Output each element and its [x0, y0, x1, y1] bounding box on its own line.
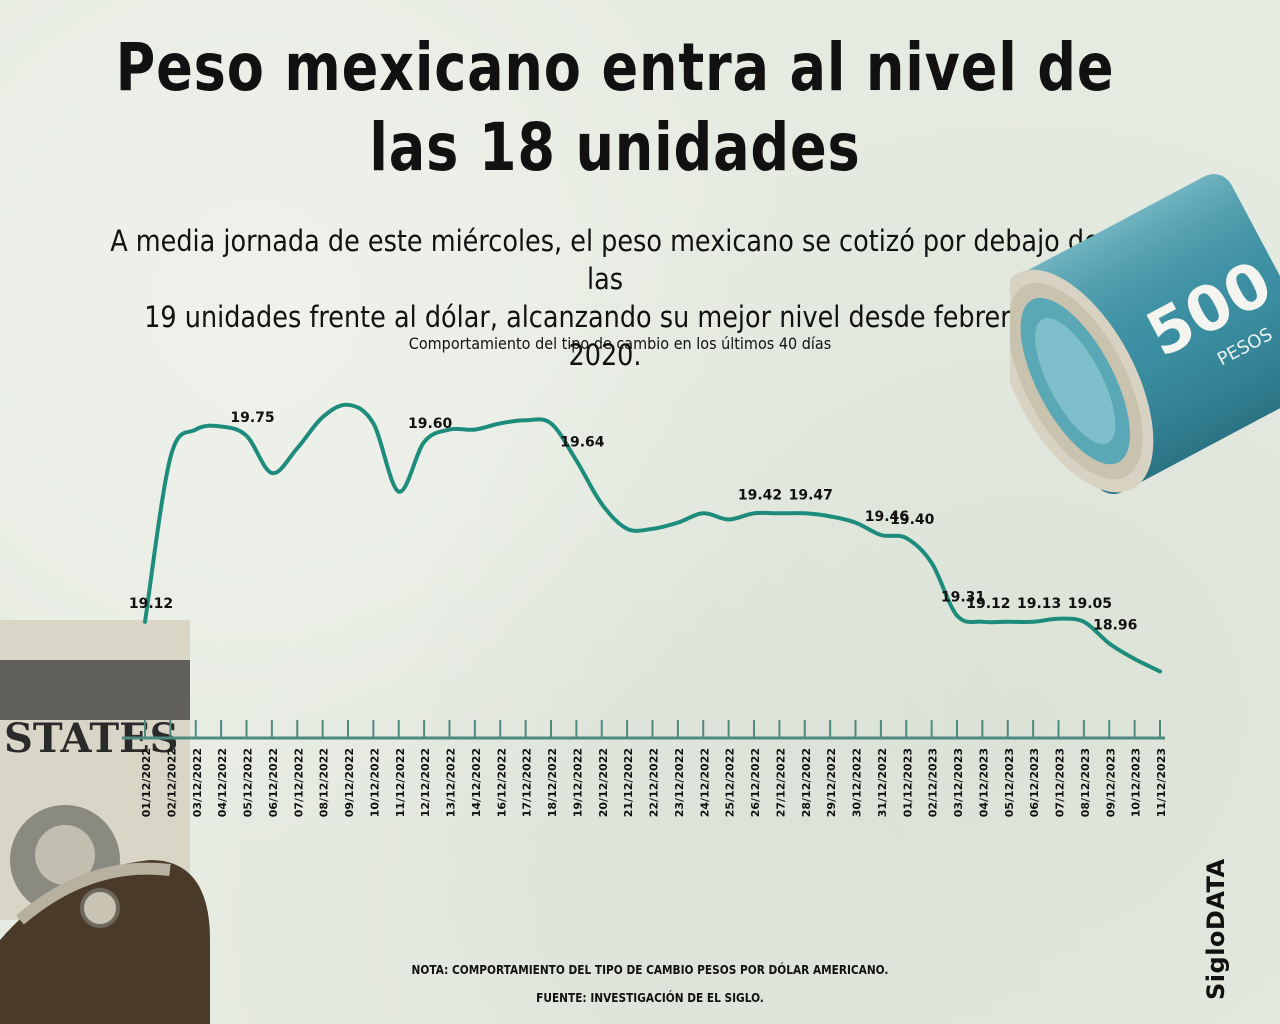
- data-label: 19.05: [1068, 596, 1112, 612]
- series-line: [143, 402, 1162, 674]
- x-tick-label: 22/12/2022: [648, 748, 661, 817]
- x-tick-label: 03/12/2023: [952, 748, 965, 817]
- data-label: 19.75: [230, 410, 274, 426]
- x-tick-label: 01/12/2022: [140, 748, 153, 817]
- data-label: 19.46: [865, 509, 909, 525]
- source-text: FUENTE: INVESTIGACIÓN DE EL SIGLO.: [536, 991, 764, 1005]
- x-tick-label: 21/12/2022: [622, 748, 635, 817]
- x-tick-label: 29/12/2022: [825, 748, 838, 817]
- subtitle-line-1: A media jornada de este miércoles, el pe…: [110, 224, 1100, 296]
- x-tick-label: 20/12/2022: [597, 748, 610, 817]
- x-tick-label: 08/12/2023: [1079, 748, 1092, 817]
- x-tick-label: 06/12/2023: [1028, 748, 1041, 817]
- x-tick-label: 30/12/2022: [851, 748, 864, 817]
- data-label: 19.47: [789, 487, 833, 503]
- brand-label: SigloDATA: [1202, 858, 1230, 1000]
- chart-title: Comportamiento del tipo de cambio en los…: [408, 334, 832, 353]
- x-tick-label: 02/12/2022: [165, 748, 178, 817]
- x-tick-label: 27/12/2022: [774, 748, 787, 817]
- title-line-1: Peso mexicano entra al nivel de: [115, 29, 1115, 106]
- x-tick-label: 04/12/2022: [216, 748, 229, 817]
- x-tick-label: 03/12/2022: [191, 748, 204, 817]
- data-label: 19.13: [1017, 596, 1061, 612]
- x-tick-label: 07/12/2023: [1054, 748, 1067, 817]
- x-tick-label: 05/12/2023: [1003, 748, 1016, 817]
- x-tick-label: 06/12/2022: [267, 748, 280, 817]
- x-tick-label: 09/12/2023: [1104, 748, 1117, 817]
- x-tick-label: 10/12/2022: [368, 748, 381, 817]
- x-tick-label: 12/12/2022: [419, 748, 432, 817]
- x-tick-label: 07/12/2022: [292, 748, 305, 817]
- x-tick-label: 24/12/2022: [698, 748, 711, 817]
- dollar-purse-image: STATES: [0, 620, 210, 1024]
- x-tick-label: 18/12/2022: [546, 748, 559, 817]
- x-tick-label: 16/12/2022: [495, 748, 508, 817]
- x-tick-label: 23/12/2022: [673, 748, 686, 817]
- x-tick-label: 02/12/2023: [927, 748, 940, 817]
- title-line-2: las 18 unidades: [369, 109, 861, 186]
- x-tick-label: 04/12/2023: [977, 748, 990, 817]
- data-label: 19.42: [738, 487, 782, 503]
- page-title: Peso mexicano entra al nivel de las 18 u…: [111, 28, 1120, 188]
- x-tick-label: 11/12/2023: [1155, 748, 1168, 817]
- banknote-roll-image: 500 PESOS: [1010, 174, 1280, 495]
- x-tick-label: 26/12/2022: [749, 748, 762, 817]
- x-tick-label: 08/12/2022: [318, 748, 331, 817]
- data-label: 19.64: [560, 435, 605, 451]
- x-tick-label: 14/12/2022: [470, 748, 483, 817]
- x-tick-label: 10/12/2023: [1130, 748, 1143, 817]
- data-label: 18.96: [1093, 618, 1137, 634]
- x-tick-label: 28/12/2022: [800, 748, 813, 817]
- x-tick-label: 09/12/2022: [343, 748, 356, 817]
- data-label: 19.31: [941, 590, 985, 606]
- data-label: 19.60: [408, 416, 453, 432]
- note-text: NOTA: COMPORTAMIENTO DEL TIPO DE CAMBIO …: [411, 963, 889, 977]
- x-tick-label: 17/12/2022: [521, 748, 534, 817]
- data-label: 19.12: [966, 596, 1010, 612]
- data-label: 19.40: [890, 512, 935, 528]
- x-tick-label: 19/12/2022: [571, 748, 584, 817]
- subtitle: A media jornada de este miércoles, el pe…: [108, 222, 1102, 374]
- x-tick-label: 05/12/2022: [242, 748, 255, 817]
- x-tick-label: 25/12/2022: [724, 748, 737, 817]
- x-tick-label: 01/12/2023: [901, 748, 914, 817]
- data-label: 19.12: [129, 596, 173, 612]
- x-tick-label: 11/12/2022: [394, 748, 407, 817]
- x-tick-label: 31/12/2022: [876, 748, 889, 817]
- subtitle-line-2: 19 unidades frente al dólar, alcanzando …: [144, 300, 1066, 372]
- x-tick-label: 13/12/2022: [445, 748, 458, 817]
